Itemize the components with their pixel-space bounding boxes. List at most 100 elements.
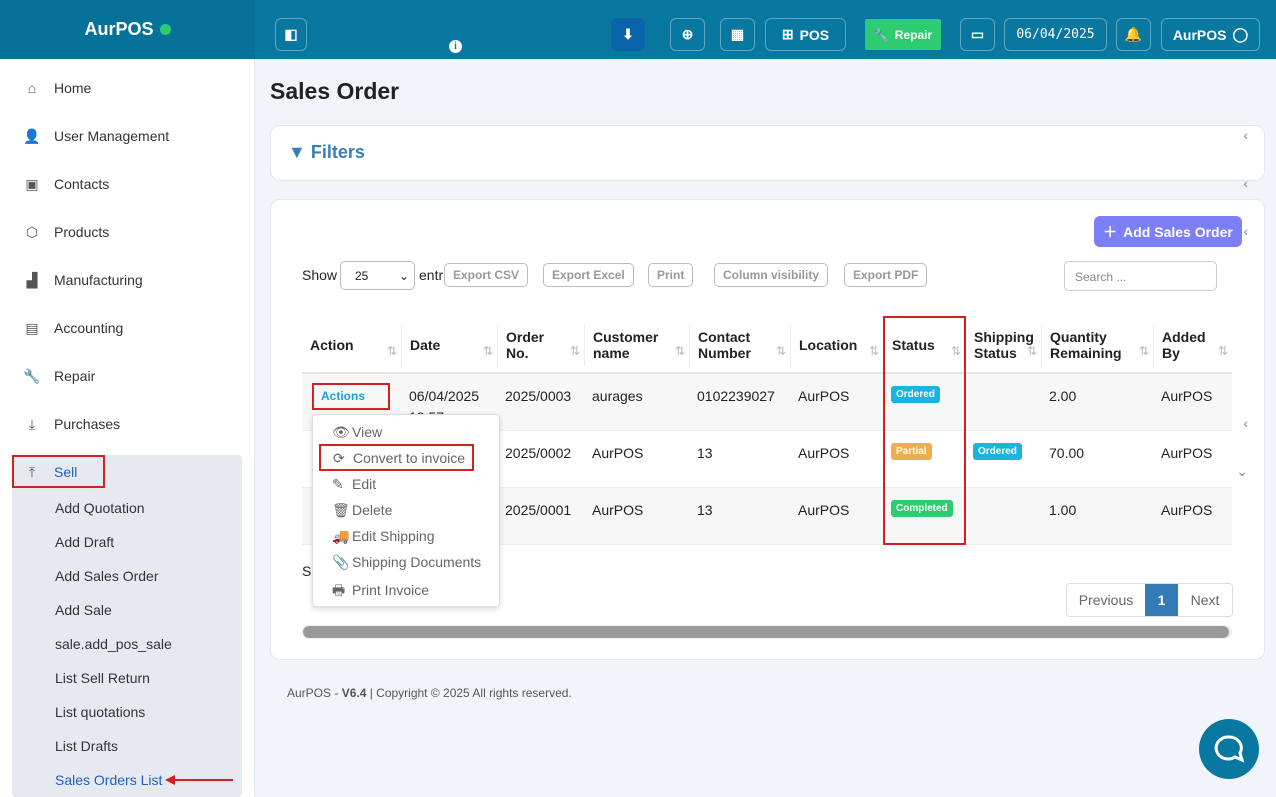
dropdown-item[interactable]: ✎ Edit <box>332 476 376 493</box>
column-header[interactable]: Customer name <box>584 324 689 366</box>
sidebar-item[interactable]: ▣ Contacts <box>22 172 109 196</box>
add-sales-order-button[interactable]: ＋ Add Sales Order <box>1094 216 1242 247</box>
repair-button[interactable]: 🔧 Repair <box>865 19 941 50</box>
user-menu[interactable]: AurPOS ◯ <box>1161 18 1260 51</box>
sidebar-icon: ⬡ <box>25 223 39 240</box>
prev-button[interactable]: Previous <box>1078 592 1134 608</box>
chat-icon <box>1214 735 1245 763</box>
cash-button[interactable]: ▭ <box>960 18 995 51</box>
sidebar-toggle[interactable]: ◧ <box>275 18 307 51</box>
sidebar-item[interactable]: ⬡ Products <box>22 220 109 244</box>
dropdown-icon: 📎 <box>332 554 350 570</box>
table-cell: 0102239027 <box>697 388 775 404</box>
status-badge: Ordered <box>973 443 1022 460</box>
sort-icon[interactable]: ⇅ <box>675 344 686 358</box>
sort-icon[interactable]: ⇅ <box>1218 344 1229 358</box>
notifications[interactable]: 🔔 <box>1116 18 1151 51</box>
column-header[interactable]: Location <box>790 324 883 366</box>
sidebar-label: User Management <box>54 128 170 144</box>
next-button[interactable]: Next <box>1190 592 1220 608</box>
submenu-item[interactable]: Add Draft <box>55 534 115 550</box>
submenu-item[interactable]: Add Sales Order <box>55 568 159 584</box>
submenu-item[interactable]: sale.add_pos_sale <box>55 636 172 652</box>
page-1[interactable]: 1 <box>1145 584 1178 616</box>
sort-icon[interactable]: ⇅ <box>570 344 581 358</box>
dropdown-item[interactable]: 🗑 Delete <box>332 502 392 519</box>
sidebar-item[interactable]: 🔧 Repair <box>22 364 95 388</box>
table-cell: 2025/0001 <box>505 502 572 518</box>
table-cell: AurPOS <box>1161 388 1213 404</box>
highlight-convert <box>319 444 474 471</box>
column-header[interactable]: Action <box>310 337 354 353</box>
filters-label[interactable]: ▼ Filters <box>288 142 365 162</box>
date-display: 06/04/2025 <box>1004 18 1107 51</box>
footer: AurPOS - V6.4 | Copyright © 2025 All rig… <box>287 686 572 700</box>
dropdown-label: Print Invoice <box>352 582 430 598</box>
sort-icon[interactable]: ⇅ <box>951 344 962 358</box>
sidebar-item[interactable]: ⌂ Home <box>22 76 92 100</box>
submenu-item[interactable]: Add Quotation <box>55 500 145 516</box>
export-button[interactable]: Print <box>648 263 694 287</box>
column-header[interactable]: Date <box>401 324 497 366</box>
download-button[interactable]: ⬇ <box>611 18 645 51</box>
dropdown-icon: 🖶 <box>332 582 346 598</box>
dropdown-item[interactable]: 📎 Shipping Documents <box>332 554 481 571</box>
sort-icon[interactable]: ⇅ <box>776 344 787 358</box>
brand[interactable]: AurPOS <box>0 0 255 59</box>
sidebar-item[interactable]: ⤒ Sell <box>22 460 77 484</box>
sidebar-label: Purchases <box>54 416 121 432</box>
page-length: 25 <box>355 269 369 283</box>
add-button[interactable]: ⊕ <box>670 18 705 51</box>
table-cell: AurPOS <box>798 388 850 404</box>
sidebar-item[interactable]: ▤ Accounting <box>22 316 123 340</box>
sort-icon[interactable]: ⇅ <box>387 344 398 358</box>
submenu-item[interactable]: Sales Orders List <box>55 772 163 788</box>
export-button[interactable]: Export Excel <box>543 263 634 287</box>
dropdown-label: Edit Shipping <box>352 528 435 544</box>
column-header[interactable]: Order No. <box>497 324 584 366</box>
submenu-item[interactable]: List Sell Return <box>55 670 150 686</box>
dropdown-item[interactable]: ⟳ Convert to invoice <box>333 450 465 467</box>
submenu-item[interactable]: Add Sale <box>55 602 112 618</box>
actions-button[interactable]: Actions <box>321 389 366 403</box>
sidebar-label: Home <box>54 80 92 96</box>
status-badge: Partial <box>891 443 932 460</box>
dropdown-item[interactable]: 🚚 Edit Shipping <box>332 528 435 545</box>
dropdown-icon: ⟳ <box>333 450 345 466</box>
user-name: AurPOS <box>1172 26 1227 43</box>
submenu-item[interactable]: List Drafts <box>55 738 119 754</box>
submenu-item[interactable]: List quotations <box>55 704 146 720</box>
pos-label: POS <box>799 26 830 43</box>
column-header[interactable]: Quantity Remaining <box>1041 324 1153 366</box>
page-length-select[interactable]: 25 ⌄ <box>340 261 415 290</box>
sort-icon[interactable]: ⇅ <box>483 344 494 358</box>
dropdown-item[interactable]: 👁 View <box>332 424 382 441</box>
scrollbar-thumb[interactable] <box>303 626 1229 638</box>
calculator-button[interactable]: ▦ <box>720 18 755 51</box>
export-button[interactable]: Export PDF <box>844 263 928 287</box>
pos-button[interactable]: ⊞ POS <box>765 18 846 51</box>
show-label: Show <box>302 267 338 283</box>
sidebar-item[interactable]: 👤 User Management <box>22 124 169 148</box>
info-icon[interactable]: i <box>449 40 462 53</box>
sidebar-item[interactable]: ⤓ Purchases <box>22 412 120 436</box>
dropdown-item[interactable]: 🖶 Print Invoice <box>332 580 429 604</box>
sort-icon[interactable]: ⇅ <box>1027 344 1038 358</box>
info-partial: S <box>302 563 312 579</box>
column-header[interactable]: Added By <box>1153 324 1232 366</box>
sort-icon[interactable]: ⇅ <box>1139 344 1150 358</box>
sidebar-item[interactable]: ▟ Manufacturing <box>22 268 143 292</box>
chat-button[interactable] <box>1199 719 1259 779</box>
filters-card[interactable] <box>270 125 1265 181</box>
export-button[interactable]: Column visibility <box>714 263 829 287</box>
dropdown-icon: 🗑 <box>332 502 350 518</box>
export-button[interactable]: Export CSV <box>444 263 529 287</box>
dropdown-label: Delete <box>352 502 393 518</box>
search-input[interactable]: Search ... <box>1064 261 1217 291</box>
actions-dropdown <box>312 414 500 607</box>
sidebar-icon: ⌂ <box>27 80 37 96</box>
sort-icon[interactable]: ⇅ <box>869 344 880 358</box>
column-header[interactable]: Contact Number <box>689 324 790 366</box>
status-dot <box>159 24 171 35</box>
